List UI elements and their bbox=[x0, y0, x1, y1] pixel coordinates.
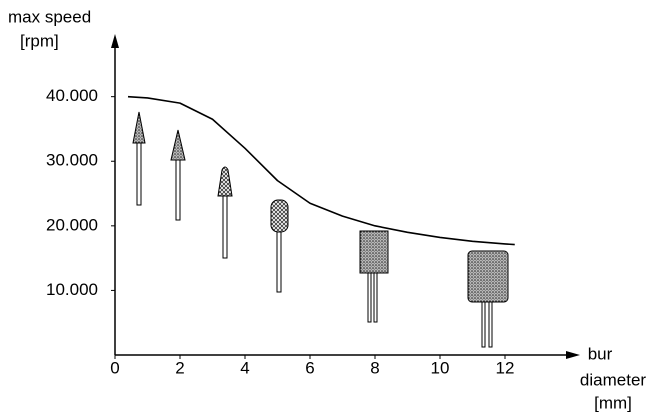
y-tick-label: 10.000 bbox=[46, 280, 98, 299]
x-tick-label: 0 bbox=[110, 358, 119, 377]
y-axis-arrow bbox=[111, 34, 119, 48]
y-tick-label: 40.000 bbox=[46, 86, 98, 105]
x-axis-label: bur bbox=[588, 344, 613, 363]
x-axis-label: [mm] bbox=[594, 393, 632, 412]
bur-illustrations bbox=[132, 111, 509, 348]
x-tick-label: 8 bbox=[370, 358, 379, 377]
x-axis-label: diameter bbox=[580, 370, 646, 389]
x-tick-label: 12 bbox=[496, 358, 515, 377]
data-line bbox=[127, 95, 515, 246]
x-tick-label: 4 bbox=[240, 358, 249, 377]
y-tick-label: 20.000 bbox=[46, 215, 98, 234]
x-tick-label: 10 bbox=[431, 358, 450, 377]
x-tick-label: 6 bbox=[305, 358, 314, 377]
y-tick-label: 30.000 bbox=[46, 151, 98, 170]
y-axis-label: max speed bbox=[8, 7, 91, 26]
x-tick-label: 2 bbox=[175, 358, 184, 377]
y-axis-label: [rpm] bbox=[20, 31, 59, 50]
x-axis-arrow bbox=[566, 351, 580, 359]
